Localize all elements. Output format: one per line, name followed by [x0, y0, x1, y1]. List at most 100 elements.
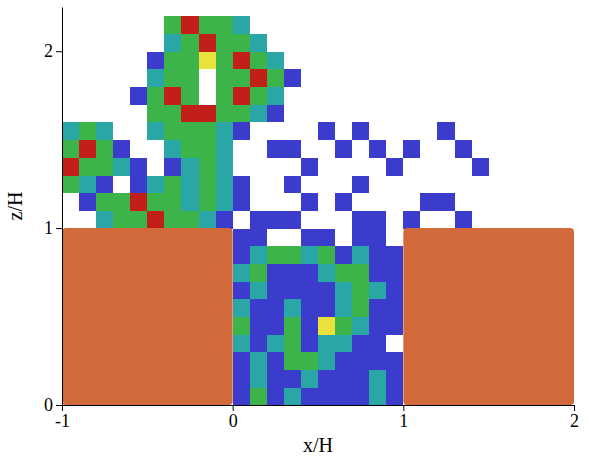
- cell: [199, 193, 217, 211]
- cell: [437, 87, 455, 105]
- cell: [62, 157, 80, 175]
- cell: [420, 175, 438, 193]
- cell: [437, 193, 455, 211]
- cell: [96, 87, 114, 105]
- cell: [472, 157, 490, 175]
- cell: [472, 104, 490, 122]
- cell: [267, 334, 285, 352]
- cell: [318, 16, 336, 34]
- cell: [164, 193, 182, 211]
- cell: [437, 104, 455, 122]
- cell: [352, 370, 370, 388]
- cell: [472, 34, 490, 52]
- cell: [420, 122, 438, 140]
- cell: [335, 104, 353, 122]
- cell: [267, 263, 285, 281]
- cell: [267, 228, 285, 246]
- cell: [472, 193, 490, 211]
- cell: [386, 157, 404, 175]
- cell: [147, 157, 165, 175]
- cell: [506, 51, 524, 69]
- cell: [352, 317, 370, 335]
- cell: [284, 140, 302, 158]
- cell: [233, 157, 251, 175]
- cell: [335, 122, 353, 140]
- cell: [557, 34, 574, 52]
- cell: [147, 210, 165, 228]
- cell: [233, 370, 251, 388]
- cell: [437, 51, 455, 69]
- cell: [79, 140, 97, 158]
- cell: [164, 69, 182, 87]
- cell: [335, 140, 353, 158]
- cell: [403, 122, 421, 140]
- cell: [62, 34, 80, 52]
- cell: [62, 193, 80, 211]
- cell: [284, 157, 302, 175]
- cell: [250, 193, 268, 211]
- cell: [181, 157, 199, 175]
- x-axis: -1012: [55, 405, 579, 431]
- cell: [301, 16, 319, 34]
- cell: [540, 51, 558, 69]
- cell: [284, 69, 302, 87]
- cell: [199, 16, 217, 34]
- cell: [540, 193, 558, 211]
- cell: [335, 387, 353, 405]
- cell: [301, 370, 319, 388]
- cell: [284, 16, 302, 34]
- cell: [420, 34, 438, 52]
- cell: [472, 16, 490, 34]
- cell: [386, 51, 404, 69]
- cell: [386, 228, 404, 246]
- cell: [113, 122, 131, 140]
- cell: [233, 140, 251, 158]
- cell: [369, 87, 387, 105]
- cell: [96, 140, 114, 158]
- cell: [506, 16, 524, 34]
- cell: [472, 140, 490, 158]
- cell: [130, 69, 148, 87]
- cell: [403, 104, 421, 122]
- cell: [267, 16, 285, 34]
- cell: [250, 334, 268, 352]
- x-tick-label: -1: [55, 411, 70, 431]
- cell: [301, 281, 319, 299]
- cell: [420, 69, 438, 87]
- cell: [284, 317, 302, 335]
- cell: [386, 263, 404, 281]
- cell: [267, 370, 285, 388]
- cell: [164, 34, 182, 52]
- cell: [352, 228, 370, 246]
- cell: [284, 352, 302, 370]
- cell: [472, 210, 490, 228]
- cell: [472, 69, 490, 87]
- cell: [318, 228, 336, 246]
- cell: [113, 16, 131, 34]
- cell: [557, 122, 574, 140]
- cell: [369, 263, 387, 281]
- cell: [130, 16, 148, 34]
- cell: [216, 210, 234, 228]
- cell: [147, 104, 165, 122]
- x-tick: -1: [55, 405, 70, 431]
- cell: [199, 157, 217, 175]
- cell: [301, 334, 319, 352]
- cell: [369, 16, 387, 34]
- cell: [301, 193, 319, 211]
- cell: [62, 104, 80, 122]
- cell: [506, 87, 524, 105]
- cell: [199, 104, 217, 122]
- cell: [130, 140, 148, 158]
- cell: [216, 157, 234, 175]
- cell: [386, 281, 404, 299]
- cell: [147, 16, 165, 34]
- cell: [301, 34, 319, 52]
- cell: [420, 140, 438, 158]
- cell: [96, 175, 114, 193]
- cell: [437, 210, 455, 228]
- cell: [523, 193, 541, 211]
- cell: [489, 157, 507, 175]
- y-tick: 0: [44, 395, 62, 415]
- cell: [284, 122, 302, 140]
